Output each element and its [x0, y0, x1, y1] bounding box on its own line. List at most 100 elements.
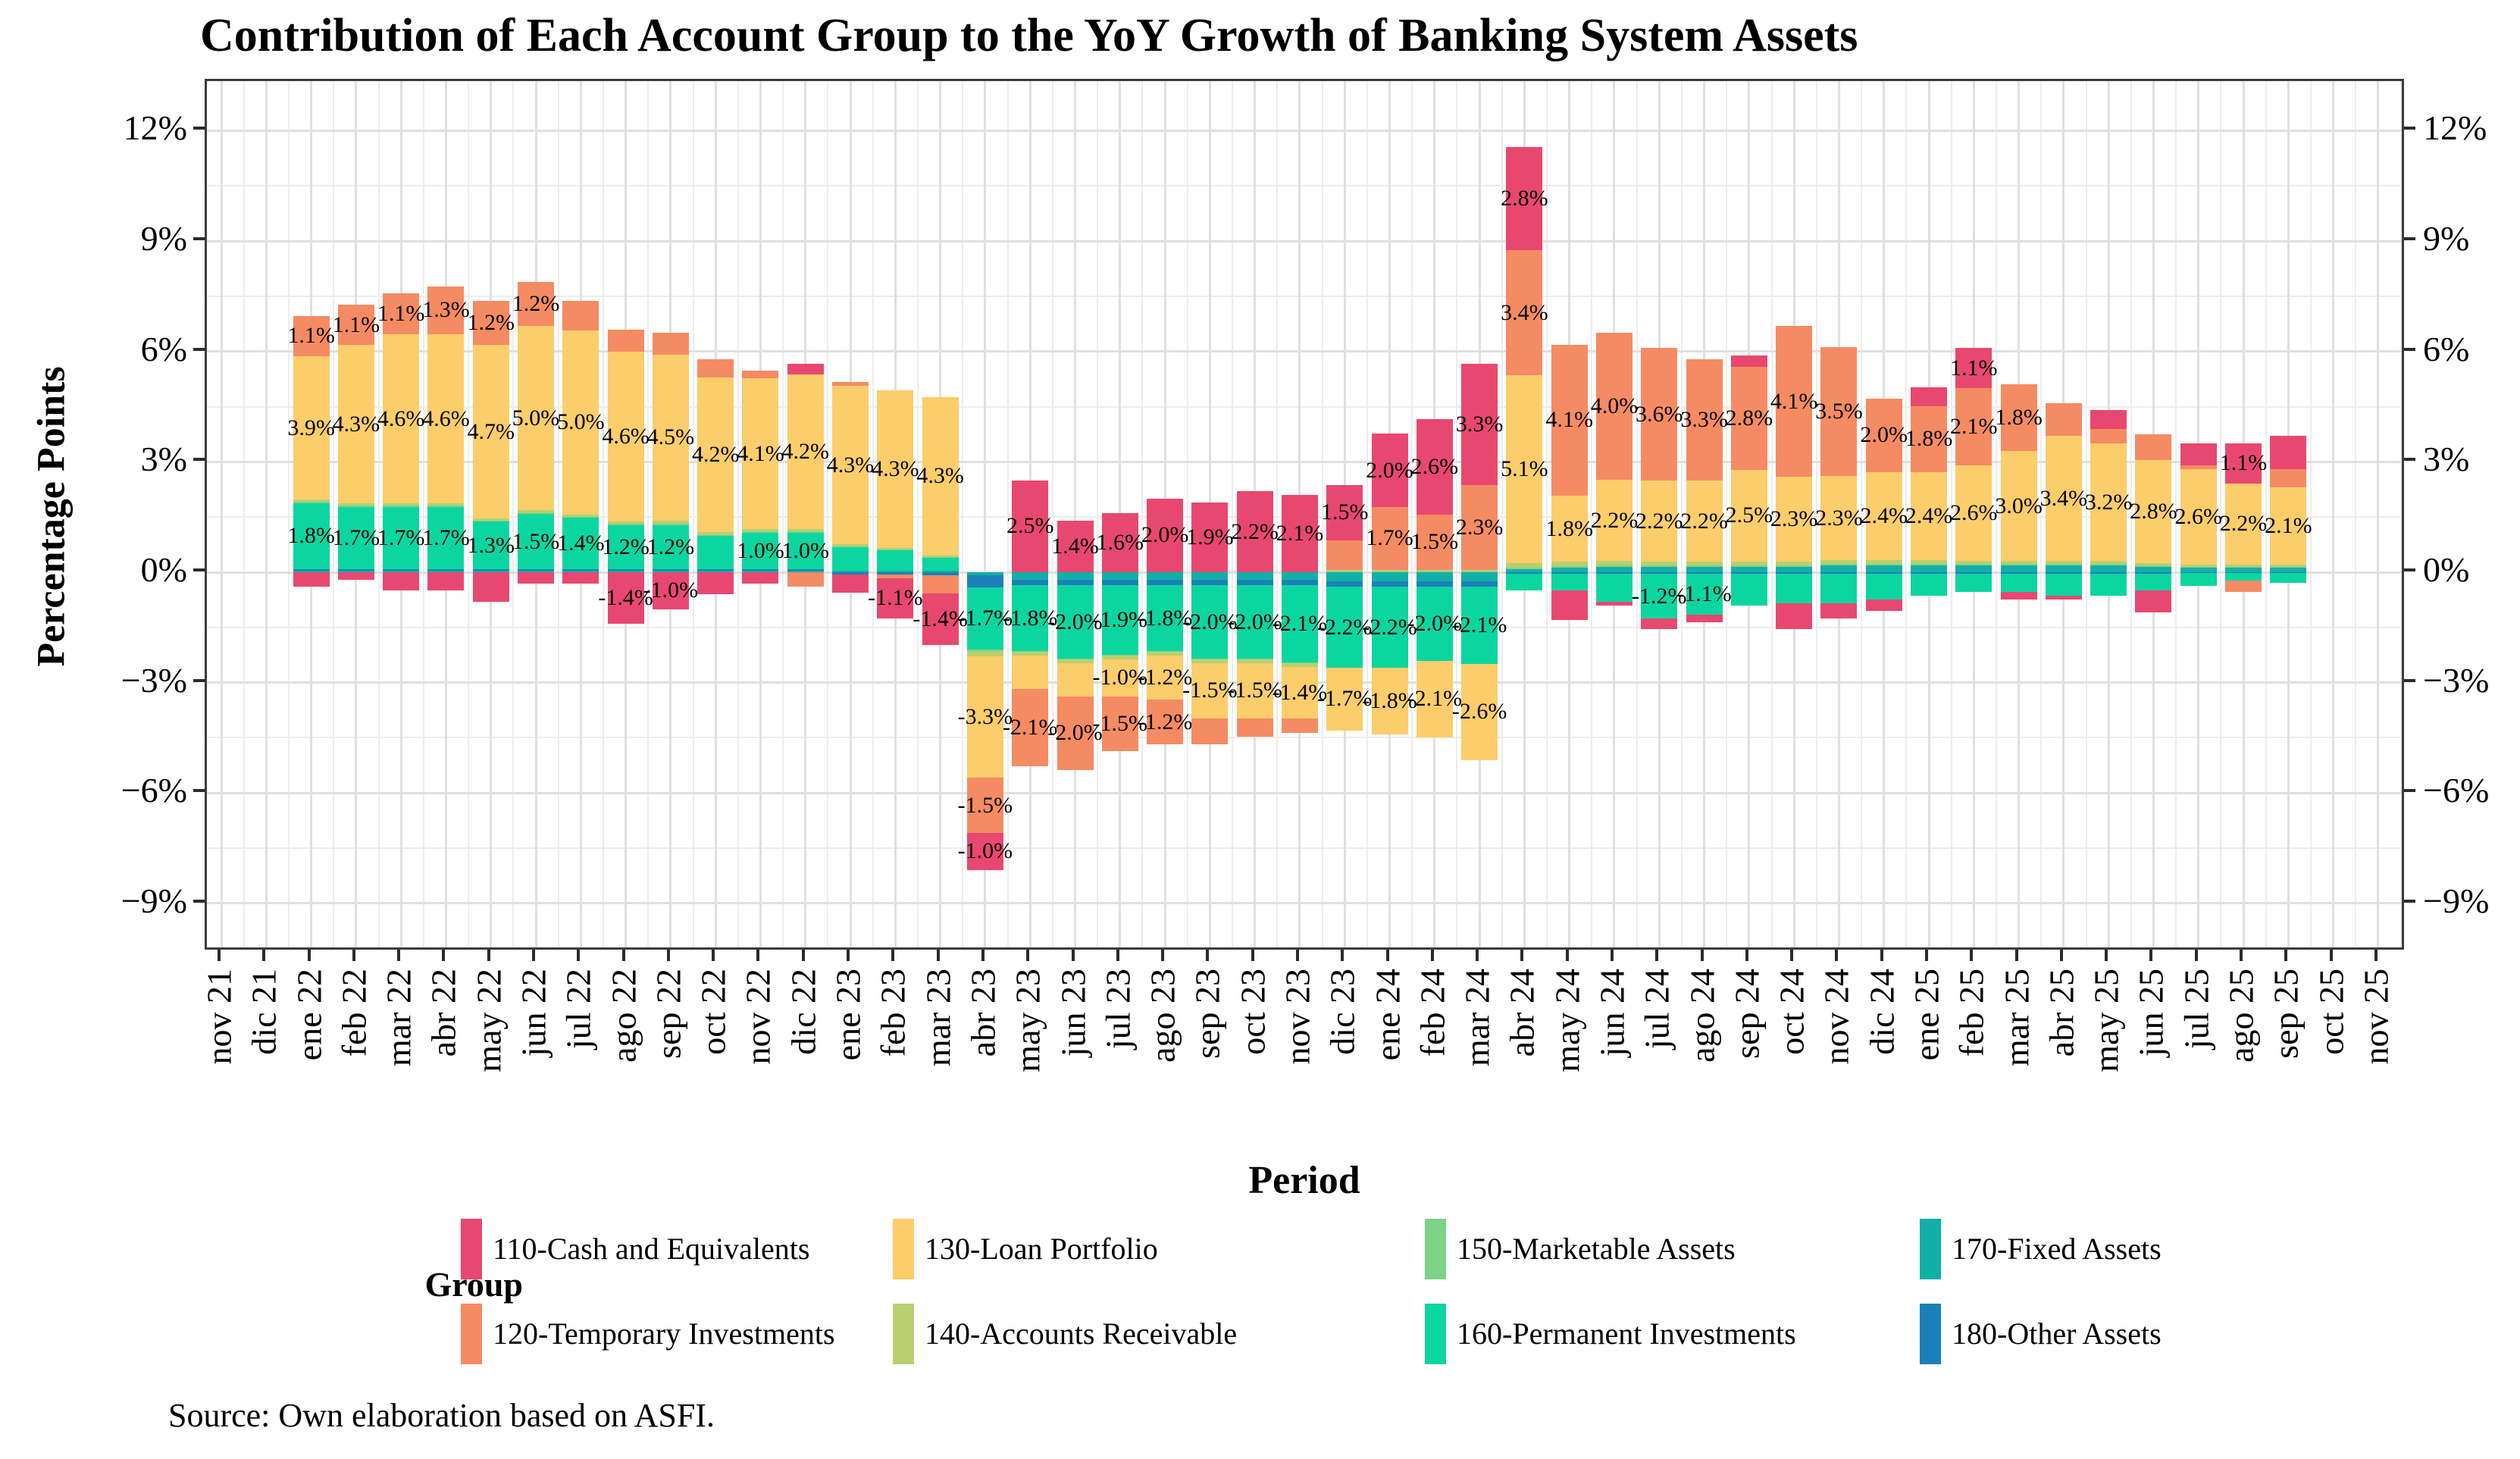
x-tick-label: jun 22	[514, 969, 553, 1057]
v-gridline-minor	[2399, 81, 2402, 947]
bar-segment-140	[1641, 561, 1678, 565]
x-tick-mark	[1520, 950, 1524, 961]
plot-panel: 1.8% 3.9% 1.1% 1.7% 4.3% 1.1% 1.7% 4.6% 1.1% 1.7%…	[205, 79, 2404, 950]
bar-segment-140	[697, 532, 734, 535]
v-gridline-minor	[1366, 81, 1368, 947]
bar-value-label: -1.8%	[1137, 605, 1193, 631]
y-tick-label-right: 3%	[2423, 440, 2470, 479]
legend-swatch-160	[1425, 1304, 1446, 1364]
bar-segment-150	[1147, 651, 1184, 653]
bar-value-label: -1.8%	[1362, 687, 1417, 713]
x-tick-label: oct 22	[693, 969, 733, 1055]
y-tick-mark-right	[2404, 899, 2415, 903]
bar-value-label: -1.9%	[1092, 607, 1148, 633]
bar-value-label: -2.0%	[1047, 720, 1103, 746]
y-tick-mark-left	[193, 678, 205, 682]
bar-segment-130	[383, 333, 420, 504]
y-tick-mark-left	[193, 237, 205, 241]
v-gridline-minor	[1591, 81, 1593, 947]
bar-segment-160	[607, 524, 644, 570]
x-tick-mark	[981, 950, 985, 961]
bar-value-label: 3.2%	[2084, 489, 2133, 515]
bar-value-label: -1.0%	[643, 578, 699, 603]
y-tick-label-left: 6%	[140, 329, 187, 368]
bar-segment-170	[337, 570, 374, 572]
bar-segment-120	[1461, 484, 1498, 570]
bar-segment-150	[518, 512, 555, 515]
bar-segment-130	[1326, 668, 1363, 731]
bar-value-label: -2.1%	[1272, 610, 1328, 636]
bar-segment-180	[1551, 572, 1588, 574]
bar-value-label: 2.2%	[1590, 507, 1639, 533]
bar-segment-150	[922, 556, 959, 558]
bar-value-label: 2.1%	[2265, 512, 2312, 538]
x-tick-mark	[1206, 950, 1210, 961]
bar-segment-160	[562, 518, 599, 570]
bar-segment-160	[1326, 587, 1363, 668]
bar-segment-130	[427, 333, 465, 504]
y-tick-mark-right	[2404, 237, 2415, 241]
bar-value-label: 2.0%	[1141, 522, 1189, 548]
bar-segment-150	[1101, 655, 1138, 656]
x-tick-mark	[2105, 950, 2108, 961]
y-tick-label-left: 3%	[140, 440, 187, 479]
bar-segment-170	[2000, 565, 2037, 572]
bar-segment-120	[1057, 696, 1094, 770]
x-tick-mark	[487, 950, 490, 961]
bar-segment-110	[1416, 418, 1453, 515]
x-tick-mark	[1925, 950, 1929, 961]
bar-segment-180	[1461, 581, 1498, 587]
bar-segment-170	[1236, 572, 1273, 580]
bar-segment-150	[2000, 564, 2037, 566]
bar-segment-180	[293, 569, 330, 571]
bar-segment-150	[1911, 564, 1948, 566]
bar-segment-180	[966, 575, 1003, 587]
legend-item-label: 180-Other Assets	[1952, 1317, 2162, 1351]
bar-segment-120	[1820, 346, 1858, 476]
bar-value-label: 5.0%	[557, 409, 605, 435]
bar-segment-160	[518, 514, 555, 570]
x-tick-label: feb 22	[334, 969, 374, 1057]
bar-segment-140	[1461, 569, 1498, 572]
bar-segment-150	[562, 516, 599, 518]
bar-segment-140	[2135, 563, 2172, 566]
bar-segment-140	[877, 548, 914, 550]
bar-value-label: -1.4%	[598, 584, 653, 610]
bar-value-label: 4.1%	[1545, 407, 1593, 433]
bar-segment-180	[1506, 572, 1543, 574]
bar-segment-170	[1012, 572, 1049, 580]
x-tick-label: abr 24	[1502, 969, 1542, 1057]
bar-segment-130	[742, 378, 779, 530]
x-tick-mark	[2284, 950, 2288, 961]
bar-segment-150	[787, 531, 824, 533]
bar-value-label: 2.2%	[1636, 508, 1683, 534]
bar-segment-180	[832, 572, 869, 575]
bar-value-label: 3.4%	[1501, 299, 1548, 325]
bar-segment-160	[1191, 584, 1229, 659]
bar-segment-120	[1686, 358, 1723, 481]
bar-segment-150	[1955, 564, 1993, 566]
bar-segment-130	[472, 345, 509, 518]
bar-segment-140	[1191, 659, 1229, 663]
bar-segment-130	[1865, 471, 1902, 561]
x-tick-label: may 25	[2086, 969, 2126, 1072]
h-gridline-major	[207, 240, 2402, 243]
bar-segment-110	[1820, 603, 1858, 618]
x-tick-label: mar 23	[919, 969, 958, 1067]
x-tick-mark	[218, 950, 221, 961]
bar-segment-170	[293, 570, 330, 572]
bar-segment-130	[1820, 475, 1858, 561]
bar-segment-110	[1012, 480, 1049, 572]
x-tick-mark	[621, 950, 625, 961]
bar-segment-160	[1686, 574, 1723, 615]
h-gridline-minor	[207, 405, 2402, 408]
bar-value-label: 1.1%	[332, 312, 380, 337]
bar-segment-110	[1147, 498, 1184, 572]
bar-segment-180	[1686, 572, 1723, 575]
v-gridline-minor	[1636, 81, 1638, 947]
bar-segment-170	[1551, 568, 1588, 572]
bar-segment-170	[1865, 565, 1902, 572]
bar-segment-140	[472, 518, 509, 521]
bar-segment-120	[2000, 384, 2037, 451]
bar-segment-120	[472, 301, 509, 346]
